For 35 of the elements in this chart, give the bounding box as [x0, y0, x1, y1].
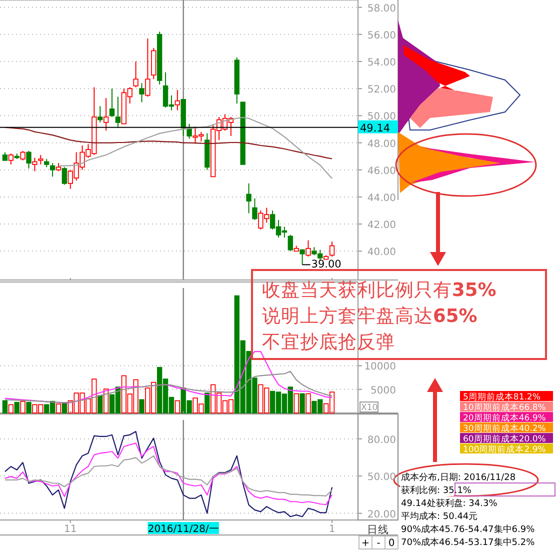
y-tick-label: 10000 — [364, 362, 396, 373]
text: X10 — [361, 403, 378, 413]
x-tick-label: 1 — [328, 524, 336, 535]
text: 成本分布,日期: 2016/11/28 — [401, 472, 516, 483]
text: 平均成本: 50.44元 — [401, 511, 478, 522]
y-tick-label: 48.00 — [367, 138, 396, 150]
y-tick-label: 52.00 — [367, 84, 396, 96]
category-label: 60周期前成本20.0% — [463, 434, 546, 444]
y-tick-label: 40.00 — [367, 247, 396, 258]
text: - — [376, 538, 381, 549]
category-label: 20周期前成本46.9% — [463, 412, 546, 424]
y-tick-label: 50.00 — [367, 112, 396, 123]
text: 日线 — [367, 523, 389, 536]
y-tick-label: 44.00 — [367, 192, 396, 204]
text: 0 — [388, 538, 395, 549]
y-tick-label: 20.00 — [367, 509, 396, 520]
text: 49.14处获利盘: 34.3% — [401, 498, 498, 509]
y-tick-label: 54.00 — [367, 58, 396, 68]
x-tick-label: 11 — [64, 524, 77, 535]
ref-line-label: 49.14 — [360, 122, 390, 134]
text: 70%成本46.54-53.17集中5.2% — [401, 537, 536, 548]
category-label: 30周期前成本40.2% — [463, 423, 546, 434]
category-label: 100周期前成本2.9% — [463, 444, 546, 455]
y-tick-label: 5000 — [370, 385, 396, 396]
y-tick-label: 56.00 — [367, 30, 396, 42]
y-tick-label: 42.00 — [367, 220, 396, 232]
x-tick-label: 2016/11/28/一 — [148, 524, 219, 535]
category-label: 10周期前成本66.8% — [463, 402, 546, 413]
annotation: 39.00 — [311, 258, 342, 271]
text: + — [361, 538, 370, 549]
text: 90%成本45.76-54.47集中6.9% — [401, 524, 536, 535]
y-tick-label: 58.00 — [367, 3, 396, 14]
y-tick-label: 46.00 — [367, 166, 396, 177]
category-label: 5周期前成本81.2% — [463, 392, 540, 402]
y-tick-label: 80.00 — [367, 434, 396, 446]
